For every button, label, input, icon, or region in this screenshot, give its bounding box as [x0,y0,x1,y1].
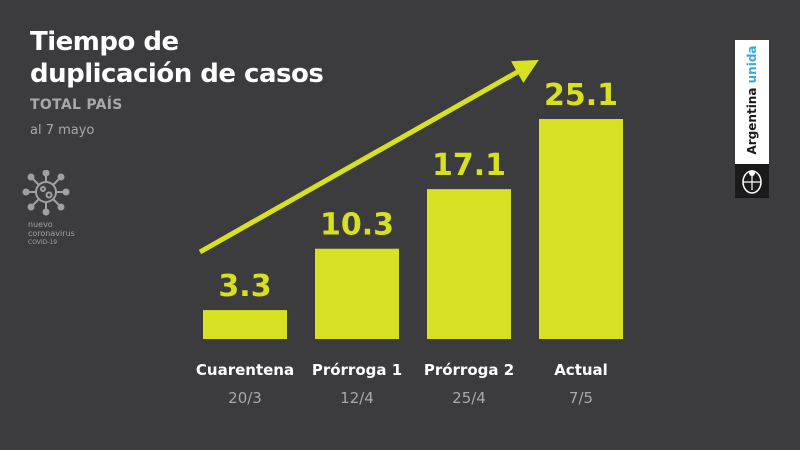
category-date-2: 12/4 [340,389,374,407]
chart-date: al 7 mayo [30,123,95,138]
value-label-2: 10.3 [320,208,394,243]
argentina-crest-icon [735,164,769,198]
chart-subtitle: TOTAL PAÍS [30,97,123,113]
value-label-4: 25.1 [544,78,618,113]
virus-icon [22,170,70,216]
virus-logo-line2: coronavirus [28,229,75,238]
virus-logo-line1: nuevo [28,220,53,229]
trend-arrow [198,59,539,255]
category-label-2: Prórroga 1 [312,361,402,379]
category-date-4: 7/5 [569,389,593,407]
value-label-3: 17.1 [432,148,506,183]
chart-title-line1: Tiempo de [30,27,179,57]
bar-2 [315,248,399,339]
argentina-unida-badge: Argentina unida [735,40,769,198]
category-label-4: Actual [554,361,608,379]
chart-title: Tiempo de duplicación de casos [30,26,324,90]
bar-3 [427,189,511,339]
category-label-1: Cuarentena [196,361,294,379]
coronavirus-logo: nuevo coronavirus COVID-19 [20,170,80,247]
category-date-3: 25/4 [452,389,486,407]
virus-logo-line3: COVID-19 [28,239,58,246]
category-date-1: 20/3 [228,389,262,407]
virus-logo-text: nuevo coronavirus COVID-19 [28,220,80,247]
bar-1 [203,310,287,339]
category-label-3: Prórroga 2 [424,361,514,379]
value-label-1: 3.3 [218,269,271,304]
chart-title-line2: duplicación de casos [30,59,324,89]
bar-4 [539,119,623,339]
